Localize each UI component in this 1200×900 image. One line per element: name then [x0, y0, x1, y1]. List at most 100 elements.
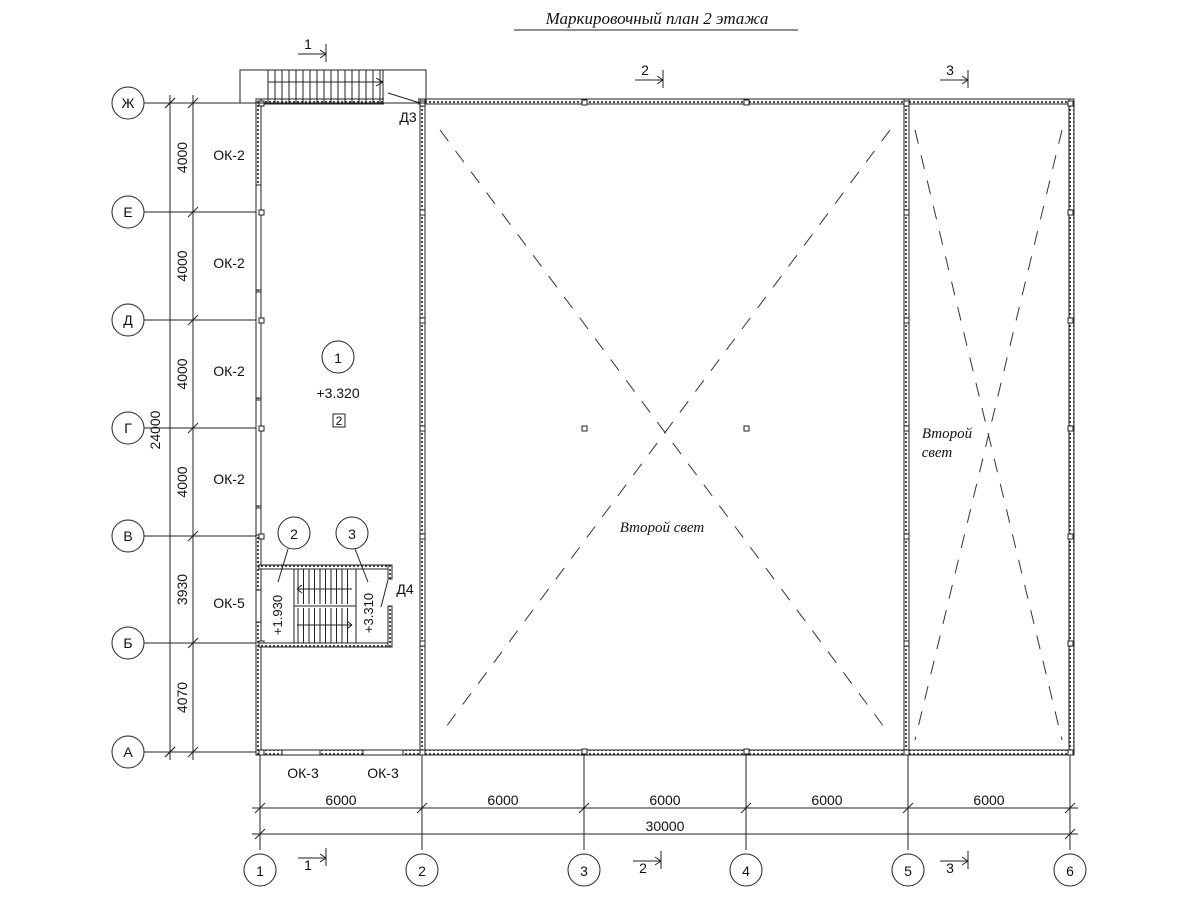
column	[743, 425, 750, 432]
column	[419, 317, 426, 324]
vertical-dim-label: 4000	[174, 142, 190, 173]
column	[258, 749, 265, 756]
section-label: 2	[639, 860, 647, 876]
column	[743, 748, 750, 755]
dimension-tick	[187, 206, 199, 218]
vertical-dim-label: 4070	[174, 682, 190, 713]
horizontal-dim-label: 6000	[973, 792, 1004, 808]
column	[1067, 640, 1074, 647]
axis-number-2: 3	[580, 863, 588, 879]
wall	[258, 564, 393, 570]
section-arrow	[319, 857, 327, 863]
dimension-tick	[254, 828, 266, 840]
room-number: 1	[334, 350, 342, 366]
window-label: ОК-2	[213, 471, 245, 487]
window-opening	[255, 589, 262, 623]
axis-label-3: Г	[124, 420, 132, 436]
axis-label-4: В	[123, 528, 132, 544]
axis-bubble	[111, 195, 145, 229]
stair-arrow	[296, 584, 303, 590]
horizontal-dim-label: 6000	[487, 792, 518, 808]
column	[1067, 533, 1074, 540]
vertical-total-label: 24000	[147, 410, 163, 449]
door-label-d4: Д4	[396, 581, 413, 597]
window-opening	[255, 291, 262, 399]
window-label: ОК-2	[213, 363, 245, 379]
leader	[277, 548, 289, 583]
wall	[387, 564, 393, 580]
room-number: 3	[348, 526, 356, 542]
dimension-tick	[187, 637, 199, 649]
axis-label-2: Д	[123, 312, 133, 328]
axis-label-6: А	[123, 744, 133, 760]
dimension-tick	[164, 97, 176, 109]
room-tag-box	[332, 413, 346, 428]
vertical-dim-label: 4000	[174, 250, 190, 281]
axis-bubble	[111, 626, 145, 660]
column	[258, 533, 265, 540]
room-tag: 2	[336, 414, 343, 428]
column	[903, 317, 910, 324]
second-light-diagonal	[914, 129, 1063, 741]
window-label: ОК-5	[213, 595, 245, 611]
axis-bubble	[405, 853, 439, 887]
window-opening	[281, 749, 321, 756]
door-gap	[384, 98, 418, 105]
window-opening	[255, 399, 262, 507]
vertical-dim-label: 4000	[174, 466, 190, 497]
vertical-dim-label: 3930	[174, 574, 190, 605]
room-elevation: +3.310	[361, 593, 376, 633]
section-label: 1	[304, 36, 312, 52]
column	[903, 640, 910, 647]
column	[581, 748, 588, 755]
column	[258, 317, 265, 324]
axis-bubble	[111, 303, 145, 337]
horizontal-total-label: 30000	[646, 818, 685, 834]
outside-stair	[239, 69, 427, 104]
second-light-label: Второй свет	[620, 520, 705, 536]
door-d3-swing	[387, 92, 421, 104]
plan-title: Маркировочный план 2 этажа	[545, 9, 769, 28]
axis-label-0: Ж	[122, 95, 135, 111]
room-number: 2	[290, 526, 298, 542]
window-opening	[255, 184, 262, 291]
column	[1067, 209, 1074, 216]
column	[903, 533, 910, 540]
section-arrow	[654, 856, 662, 862]
axis-number-3: 4	[742, 863, 750, 879]
column	[903, 425, 910, 432]
stair-arrow	[375, 77, 384, 83]
axis-label-5: Б	[123, 635, 132, 651]
section-arrow	[319, 853, 327, 859]
section-arrow	[319, 49, 327, 55]
section-arrow	[961, 79, 969, 85]
column	[1067, 749, 1074, 756]
room-bubble	[277, 516, 311, 550]
column	[419, 640, 426, 647]
dimension-tick	[902, 802, 914, 814]
column	[581, 425, 588, 432]
section-label: 3	[946, 860, 954, 876]
stair-arrow	[375, 81, 384, 87]
column	[1067, 317, 1074, 324]
stair-arrow	[346, 624, 353, 630]
dimension-tick	[187, 422, 199, 434]
horizontal-dim-label: 6000	[325, 792, 356, 808]
column	[258, 209, 265, 216]
column	[743, 99, 750, 106]
column	[419, 425, 426, 432]
axis-bubble	[891, 853, 925, 887]
leader	[354, 548, 369, 583]
column	[419, 749, 426, 756]
section-arrow	[961, 856, 969, 862]
door-d4-swing	[380, 579, 389, 608]
section-arrow	[319, 53, 327, 59]
wall	[387, 605, 393, 648]
column	[903, 100, 910, 107]
axis-bubble	[567, 853, 601, 887]
axis-bubble	[1053, 853, 1087, 887]
second-light-side-label: свет	[922, 445, 953, 461]
dimension-tick	[187, 530, 199, 542]
window-opening	[255, 507, 262, 536]
